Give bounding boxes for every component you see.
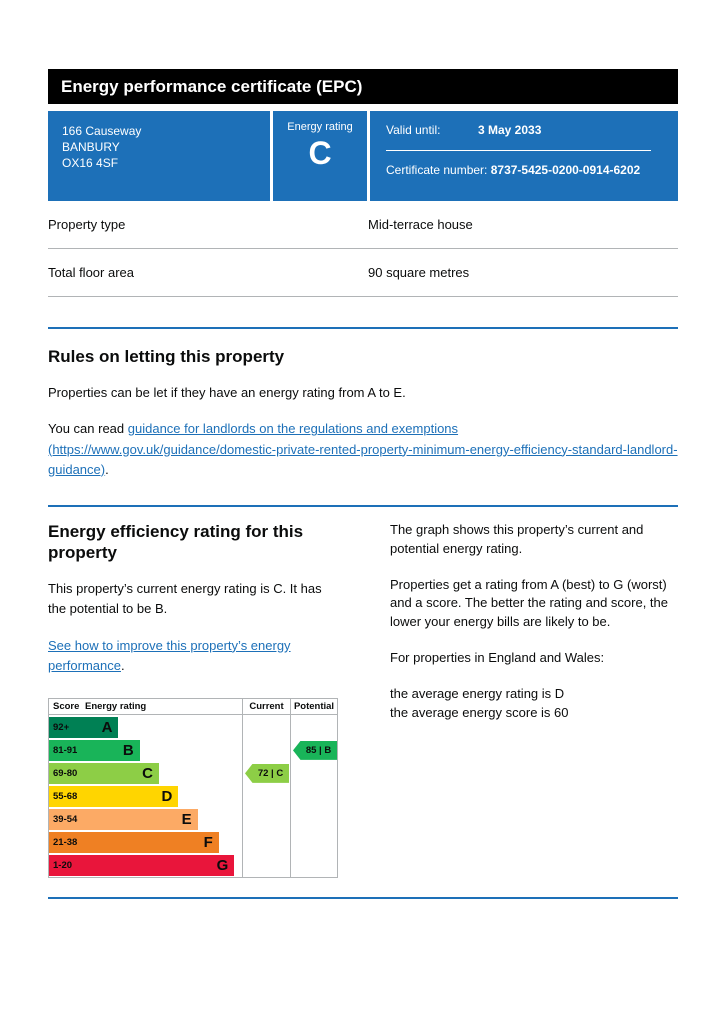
band-row-b: 81-91 B — [49, 739, 242, 762]
address-line-3: OX16 4SF — [62, 156, 119, 171]
graph-explainer-3: For properties in England and Wales: — [390, 650, 605, 666]
letting-guidance: You can read guidance for landlords on t… — [48, 419, 678, 479]
band-row-g: 1-20 G — [49, 854, 242, 877]
certificate-number-label: Certificate number: — [386, 163, 488, 177]
section-divider — [48, 504, 678, 507]
improve-performance-link[interactable]: See how to improve this property’s energ… — [48, 637, 291, 673]
address-line-1: 166 Causeway — [62, 124, 142, 138]
current-rating-marker: 72 | C — [245, 763, 289, 783]
efficiency-improve: See how to improve this property’s energ… — [48, 636, 338, 676]
property-facts: Property type Mid-terrace house Total fl… — [48, 201, 678, 297]
summary-banner: 166 Causeway BANBURY OX16 4SF Energy rat… — [48, 111, 678, 201]
page-title: Energy performance certificate (EPC) — [61, 76, 363, 96]
certificate-title-bar: Energy performance certificate (EPC) — [48, 69, 678, 104]
energy-rating-value: C — [308, 135, 332, 171]
band-row-c: 69-80 C — [49, 762, 242, 785]
validity-box: Valid until: 3 May 2033 Certificate numb… — [370, 111, 678, 201]
efficiency-current-text: This property’s current energy rating is… — [48, 581, 322, 617]
letting-heading: Rules on letting this property — [48, 347, 285, 366]
epc-document: Energy performance certificate (EPC) 166… — [48, 69, 678, 899]
graph-explainer-2: Properties get a rating from A (best) to… — [390, 576, 668, 630]
efficiency-left-column: Energy efficiency rating for this proper… — [48, 521, 338, 878]
band-row-a: 92+ A — [49, 716, 242, 739]
banner-divider — [386, 150, 651, 151]
table-row: Property type Mid-terrace house — [48, 201, 678, 249]
efficiency-section: Energy efficiency rating for this proper… — [48, 521, 678, 878]
address-line-2: BANBURY — [62, 140, 120, 155]
average-score-text: the average energy score is 60 — [390, 704, 569, 720]
table-row: Total floor area 90 square metres — [48, 249, 678, 297]
valid-until-date: 3 May 2033 — [478, 123, 542, 137]
rating-column-header: Energy rating — [85, 700, 147, 712]
current-rating-column: 72 | C — [242, 714, 290, 877]
section-divider — [48, 327, 678, 329]
improve-suffix: . — [120, 657, 125, 673]
score-column-header: Score — [53, 700, 80, 712]
fact-label: Property type — [48, 217, 126, 232]
fact-value: 90 square metres — [368, 265, 470, 280]
certificate-number: 8737-5425-0200-0914-6202 — [490, 163, 641, 177]
average-rating-text: the average energy rating is D — [390, 685, 565, 701]
fact-label: Total floor area — [48, 265, 134, 280]
potential-rating-marker: 85 | B — [293, 740, 337, 760]
property-address: 166 Causeway BANBURY OX16 4SF — [48, 111, 270, 201]
graph-explainer-1: The graph shows this property’s current … — [390, 521, 644, 556]
potential-rating-column: 85 | B — [290, 714, 337, 877]
current-column-header: Current — [242, 698, 290, 714]
band-row-d: 55-68 D — [49, 785, 242, 808]
guidance-suffix: . — [105, 461, 109, 477]
fact-value: Mid-terrace house — [368, 217, 473, 232]
landlord-guidance-url-link[interactable]: (https://www.gov.uk/guidance/domestic-pr… — [48, 441, 678, 477]
band-row-f: 21-38 F — [49, 831, 242, 854]
section-divider — [48, 896, 678, 899]
energy-rating-label: Energy rating — [287, 121, 353, 133]
guidance-prefix: You can read — [48, 421, 128, 437]
landlord-guidance-link[interactable]: guidance for landlords on the regulation… — [127, 421, 459, 437]
valid-until-label: Valid until: — [386, 123, 441, 137]
rating-bands: 92+ A 81-91 B 69-80 C 55-68 D 39-54 E 21-38 F … — [49, 715, 242, 877]
efficiency-right-column: The graph shows this property’s current … — [390, 521, 678, 878]
chart-header: Score Energy rating Current Potential — [49, 698, 337, 715]
epc-rating-chart: Score Energy rating Current Potential 92… — [48, 697, 338, 878]
potential-column-header: Potential — [290, 698, 337, 714]
efficiency-heading: Energy efficiency rating for this proper… — [48, 521, 304, 563]
letting-body: Properties can be let if they have an en… — [48, 385, 406, 401]
band-row-e: 39-54 E — [49, 808, 242, 831]
energy-rating-box: Energy rating C — [273, 111, 367, 201]
